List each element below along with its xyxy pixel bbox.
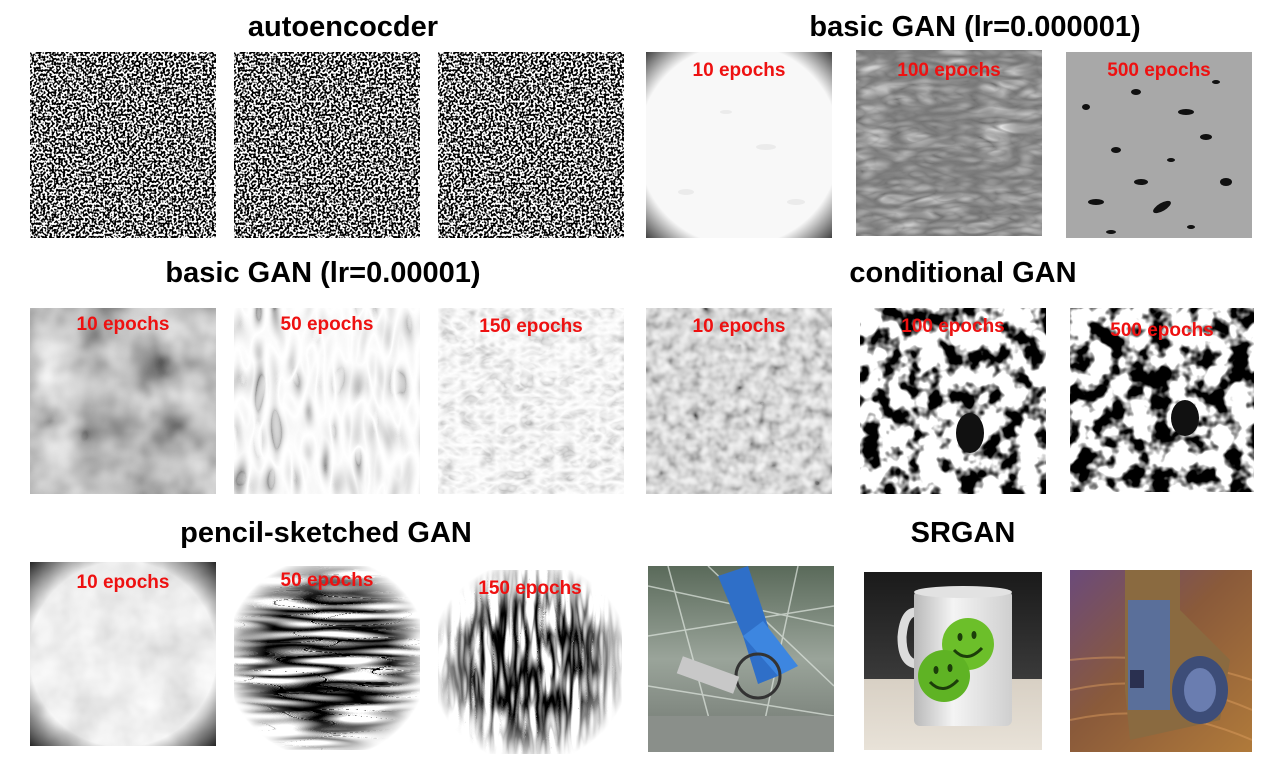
conditional-gan-sample-100: 100 epochs: [860, 308, 1046, 494]
epoch-label: 500 epochs: [1107, 60, 1211, 81]
autoencoder-title: autoencocder: [247, 11, 439, 43]
pencil-sketched-gan-sample-150: 150 epochs: [438, 570, 622, 754]
basic-gan-lr-000001-sample-10: 10 epochs: [646, 52, 832, 238]
autoencoder-sample-2: [234, 52, 420, 238]
conditional-gan-sample-500: 500 epochs: [1070, 308, 1254, 492]
epoch-label: 50 epochs: [280, 314, 374, 335]
srgan-sample-object: [1070, 570, 1252, 752]
srgan-sample-bicycle: [648, 566, 834, 752]
pencil-sketched-gan-sample-50: 50 epochs: [234, 566, 420, 750]
epoch-label: 10 epochs: [692, 60, 786, 81]
autoencoder-sample-1: [30, 52, 216, 238]
epoch-label: 10 epochs: [76, 314, 170, 335]
epoch-label: 500 epochs: [1110, 320, 1214, 341]
srgan-sample-mug: [864, 572, 1042, 750]
epoch-label: 150 epochs: [478, 578, 582, 599]
srgan-title: SRGAN: [910, 517, 1016, 549]
epoch-label: 10 epochs: [692, 316, 786, 337]
pencil-sketched-gan-title: pencil-sketched GAN: [180, 517, 472, 549]
conditional-gan-title: conditional GAN: [849, 257, 1077, 289]
pencil-sketched-gan-sample-10: 10 epochs: [30, 562, 216, 746]
basic-gan-lr-00001-sample-50: 50 epochs: [234, 308, 420, 494]
conditional-gan-sample-10: 10 epochs: [646, 308, 832, 494]
epoch-label: 100 epochs: [901, 316, 1005, 337]
basic-gan-lr-000001-title: basic GAN (lr=0.000001): [809, 11, 1141, 43]
basic-gan-lr-00001-sample-150: 150 epochs: [438, 308, 624, 494]
basic-gan-lr-000001-sample-500: 500 epochs: [1066, 52, 1252, 238]
basic-gan-lr-000001-sample-100: 100 epochs: [856, 50, 1042, 236]
epoch-label: 50 epochs: [280, 570, 374, 591]
basic-gan-lr-00001-sample-10: 10 epochs: [30, 308, 216, 494]
epoch-label: 100 epochs: [897, 60, 1001, 81]
epoch-label: 10 epochs: [76, 572, 170, 593]
autoencoder-sample-3: [438, 52, 624, 238]
epoch-label: 150 epochs: [479, 316, 583, 337]
basic-gan-lr-00001-title: basic GAN (lr=0.00001): [165, 257, 481, 289]
